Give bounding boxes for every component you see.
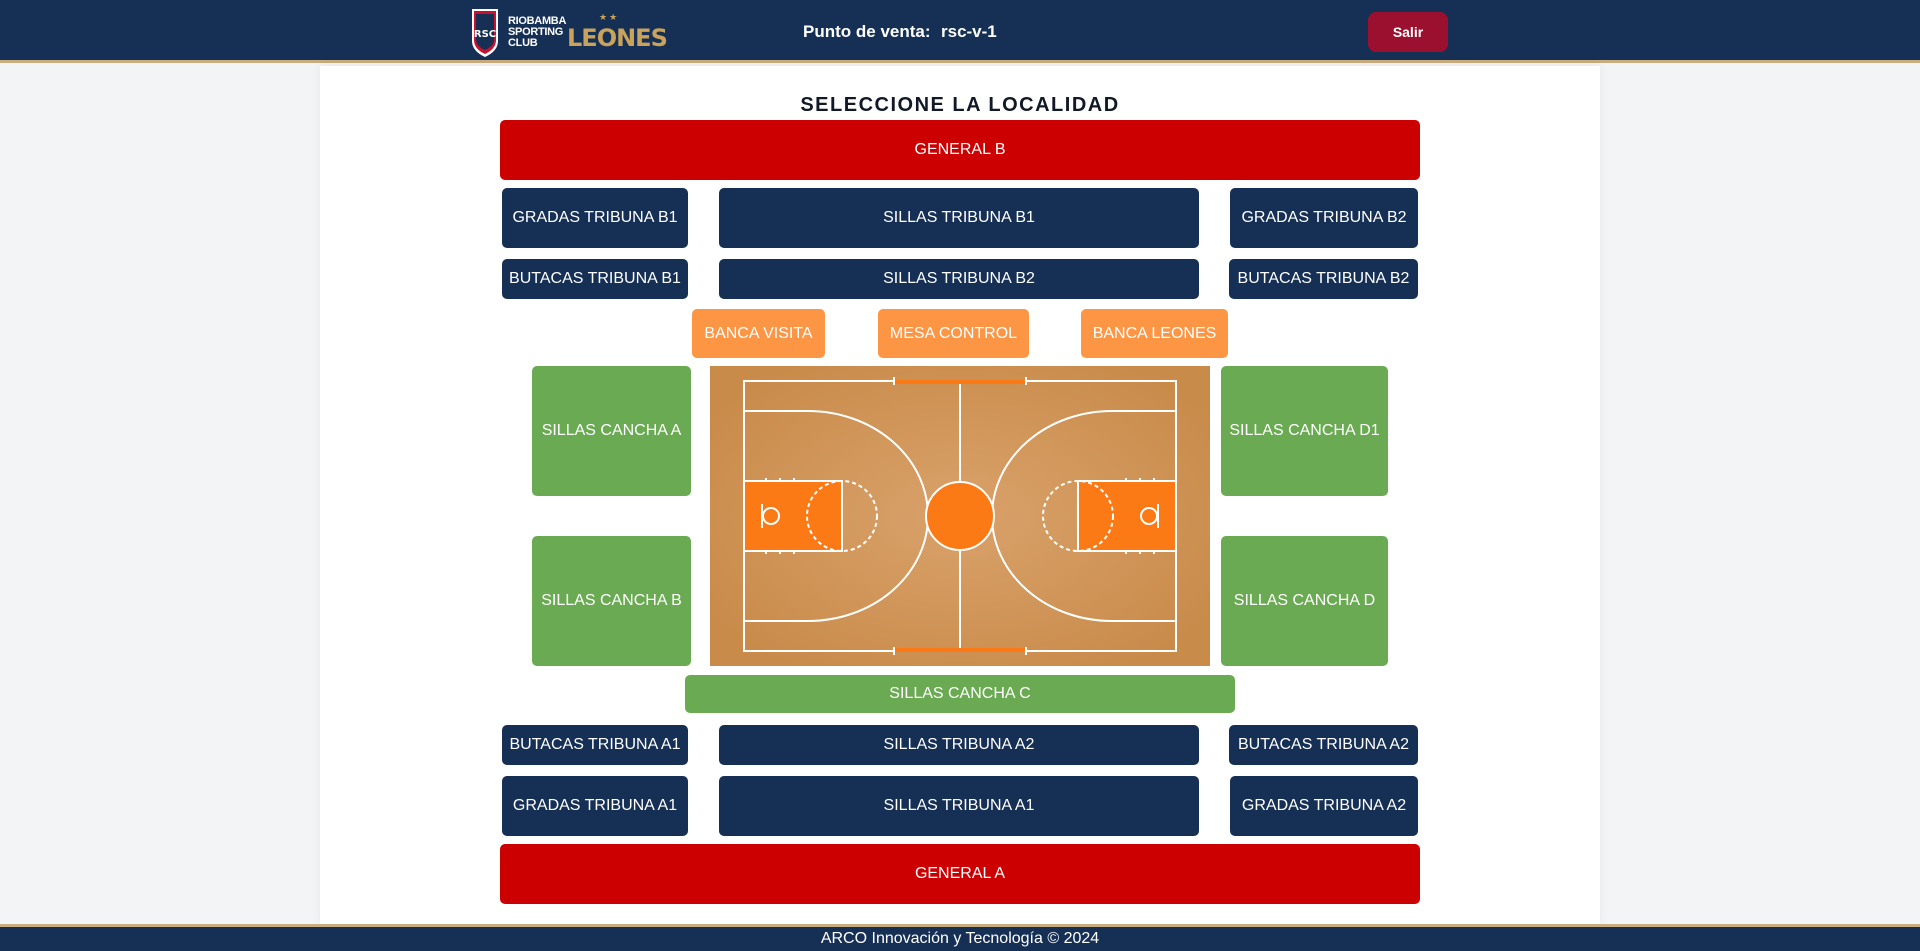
section-general-a[interactable]: GENERAL A [500, 844, 1420, 904]
section-butacas-tribuna-b2[interactable]: BUTACAS TRIBUNA B2 [1229, 259, 1418, 299]
club-logo: RSC RIOBAMBA SPORTING CLUB [470, 5, 566, 59]
section-mesa-control[interactable]: MESA CONTROL [878, 309, 1029, 358]
point-of-sale-label: Punto de venta: [803, 22, 931, 41]
stars-icon: ★★ [599, 12, 620, 22]
section-sillas-cancha-d[interactable]: SILLAS CANCHA D [1221, 536, 1388, 666]
section-general-b[interactable]: GENERAL B [500, 120, 1420, 180]
top-header: RSC RIOBAMBA SPORTING CLUB ★★ LEONES Pun… [0, 0, 1920, 63]
section-gradas-tribuna-a1[interactable]: GRADAS TRIBUNA A1 [502, 776, 688, 836]
section-butacas-tribuna-a1[interactable]: BUTACAS TRIBUNA A1 [502, 725, 688, 765]
section-sillas-tribuna-a1[interactable]: SILLAS TRIBUNA A1 [719, 776, 1199, 836]
page-title: SELECCIONE LA LOCALIDAD [800, 94, 1120, 116]
section-butacas-tribuna-a2[interactable]: BUTACAS TRIBUNA A2 [1229, 725, 1418, 765]
section-sillas-tribuna-a2[interactable]: SILLAS TRIBUNA A2 [719, 725, 1199, 765]
section-sillas-cancha-c[interactable]: SILLAS CANCHA C [685, 675, 1235, 713]
svg-text:RSC: RSC [474, 29, 496, 40]
footer: ARCO Innovación y Tecnología © 2024 [0, 924, 1920, 951]
leones-logo: ★★ LEONES [567, 12, 668, 52]
club-shield-icon: RSC [472, 9, 498, 57]
section-butacas-tribuna-b1[interactable]: BUTACAS TRIBUNA B1 [502, 259, 688, 299]
section-sillas-tribuna-b2[interactable]: SILLAS TRIBUNA B2 [719, 259, 1199, 299]
footer-text: ARCO Innovación y Tecnología © 2024 [820, 930, 1100, 947]
logout-button[interactable]: Salir [1368, 12, 1448, 52]
basketball-court [710, 366, 1210, 666]
section-gradas-tribuna-a2[interactable]: GRADAS TRIBUNA A2 [1230, 776, 1418, 836]
section-sillas-cancha-a[interactable]: SILLAS CANCHA A [532, 366, 691, 496]
section-banca-leones[interactable]: BANCA LEONES [1081, 309, 1228, 358]
section-sillas-cancha-b[interactable]: SILLAS CANCHA B [532, 536, 691, 666]
section-banca-visita[interactable]: BANCA VISITA [692, 309, 825, 358]
section-gradas-tribuna-b2[interactable]: GRADAS TRIBUNA B2 [1230, 188, 1418, 248]
club-name: RIOBAMBA SPORTING CLUB [508, 14, 567, 49]
section-sillas-cancha-d1[interactable]: SILLAS CANCHA D1 [1221, 366, 1388, 496]
section-sillas-tribuna-b1[interactable]: SILLAS TRIBUNA B1 [719, 188, 1199, 248]
leones-wordmark: LEONES [567, 24, 668, 52]
section-gradas-tribuna-b1[interactable]: GRADAS TRIBUNA B1 [502, 188, 688, 248]
point-of-sale-value: rsc-v-1 [941, 22, 997, 41]
